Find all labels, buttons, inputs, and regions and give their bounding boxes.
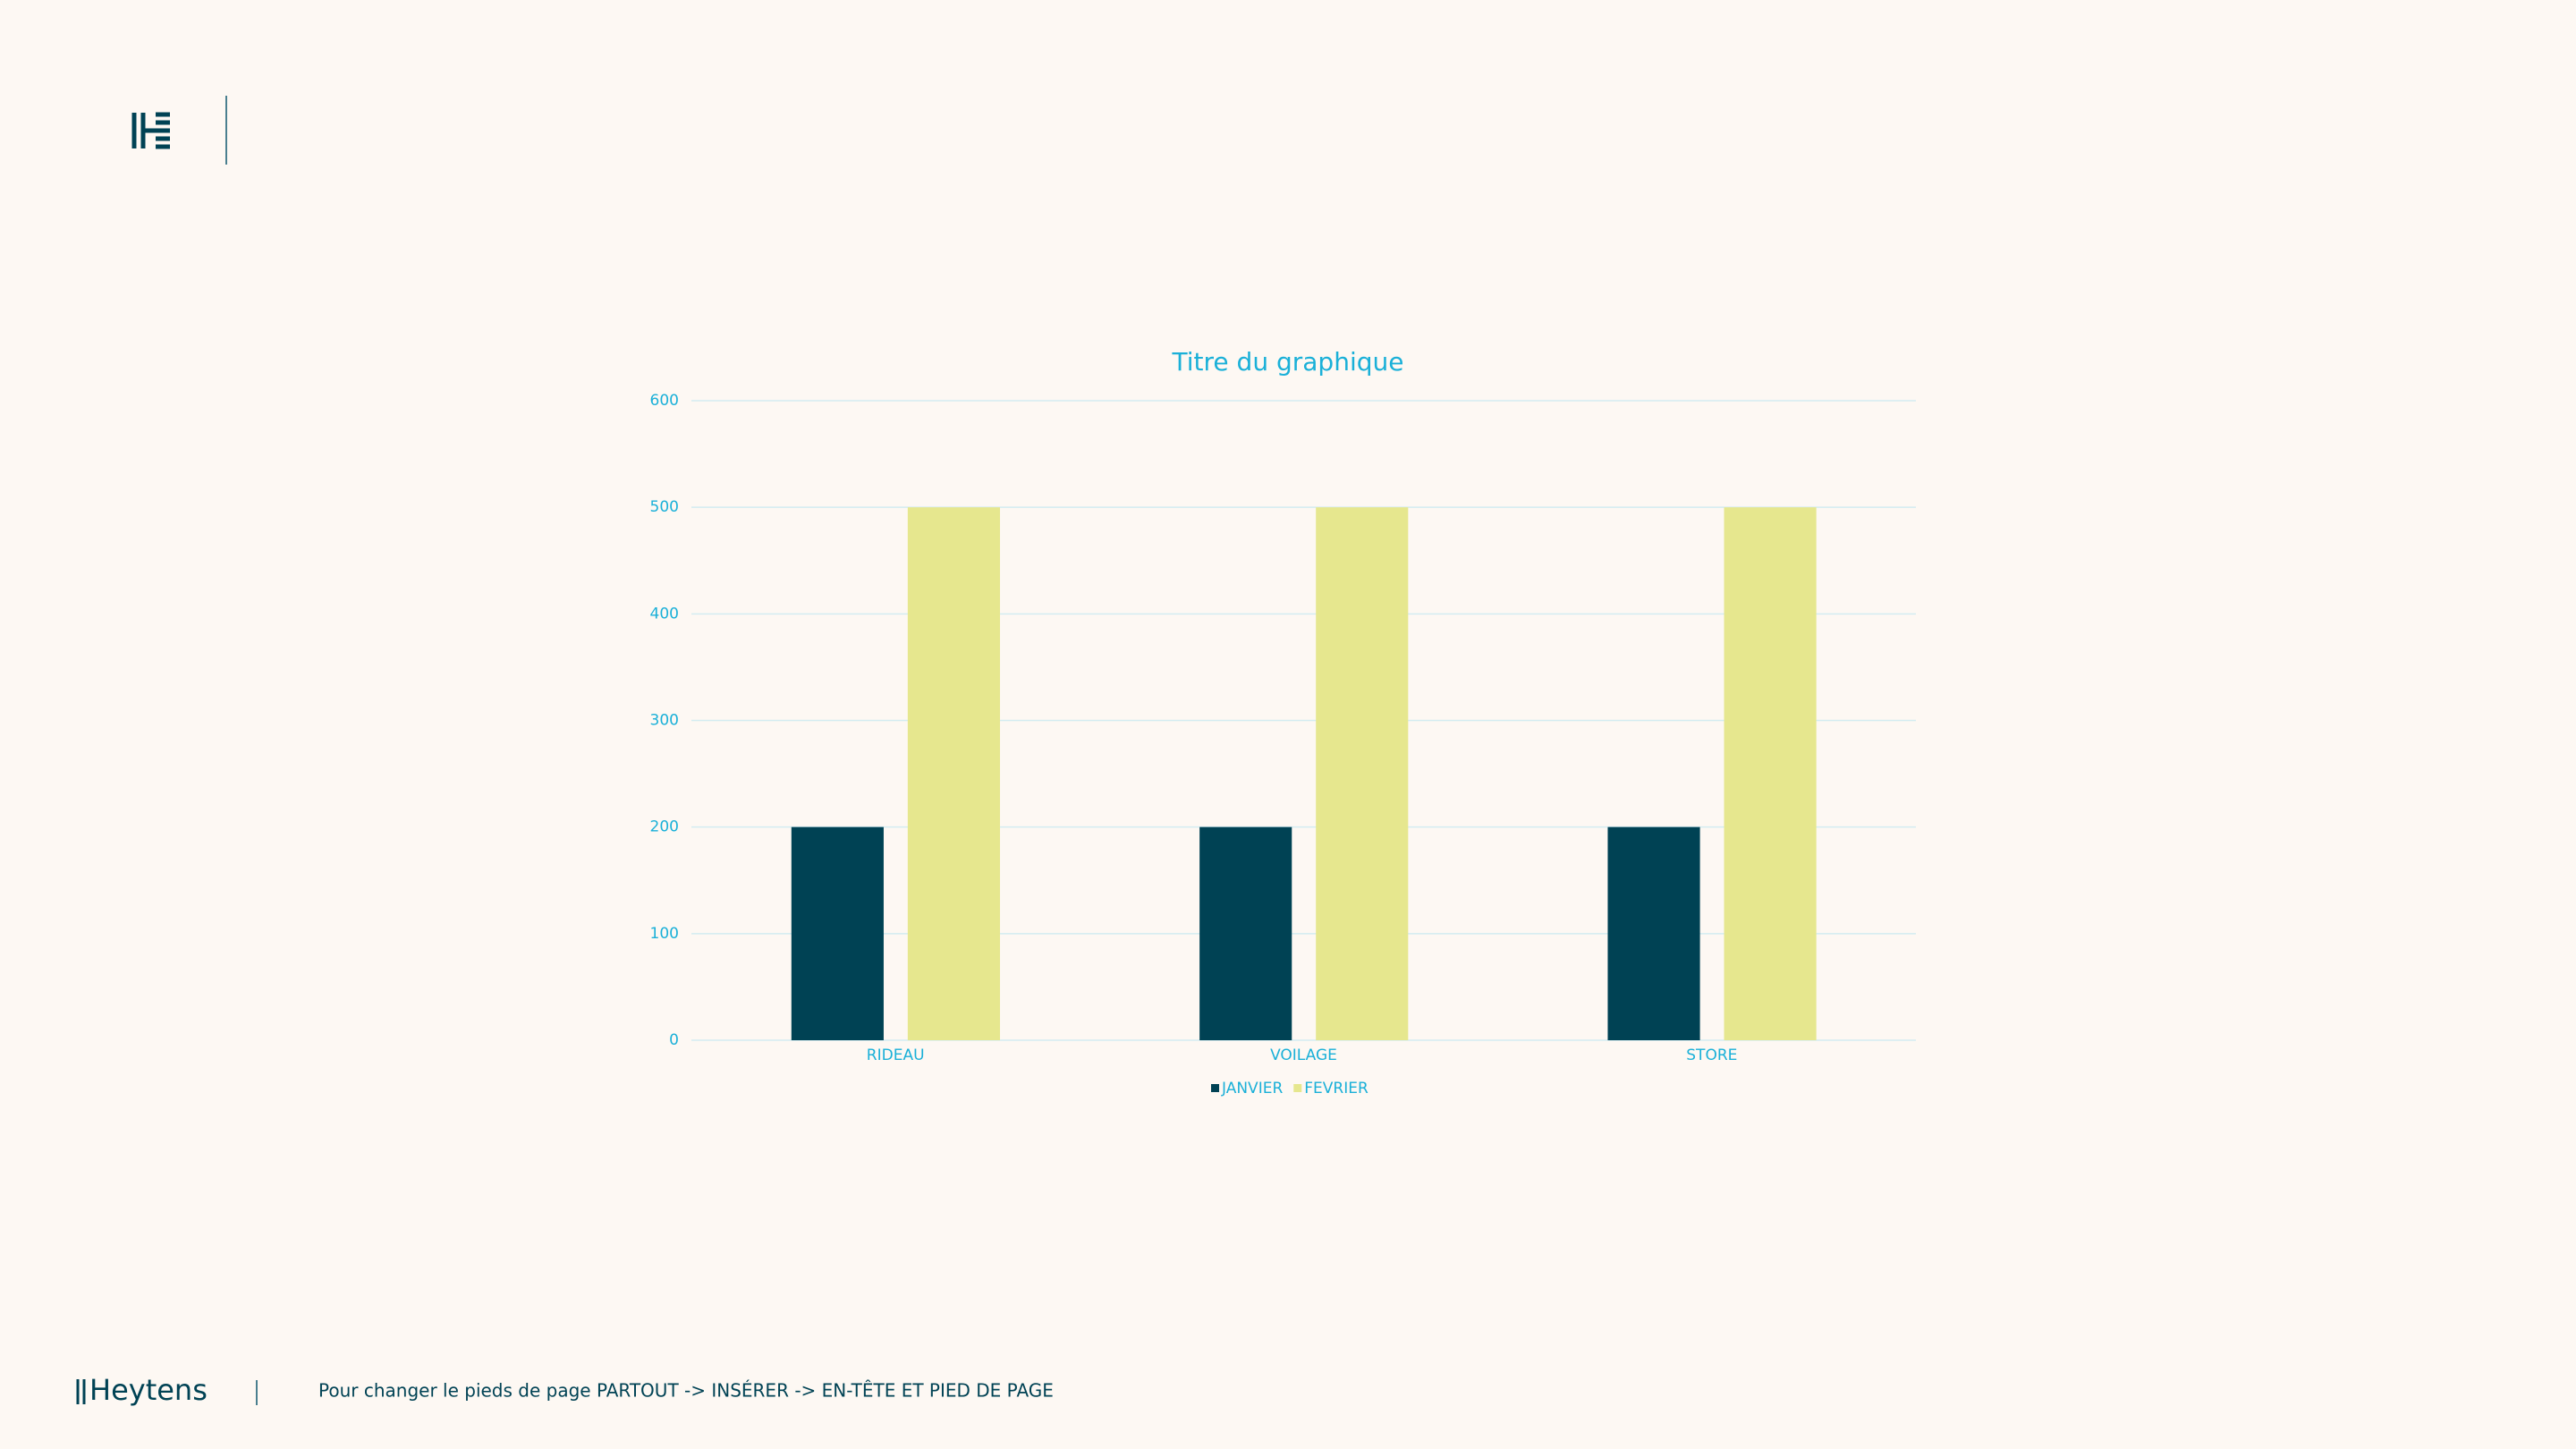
legend-swatch: [1211, 1084, 1219, 1092]
footer-text: Pour changer le pieds de page PARTOUT ->…: [318, 1380, 1054, 1402]
chart-title: Titre du graphique: [1172, 347, 1404, 377]
x-tick-label: STORE: [1686, 1046, 1737, 1064]
bar: [907, 507, 1000, 1040]
legend-label: JANVIER: [1221, 1080, 1283, 1097]
y-tick-label: 200: [650, 818, 679, 836]
y-tick-label: 100: [650, 925, 679, 943]
y-tick-label: 400: [650, 605, 679, 623]
bar: [1199, 826, 1292, 1040]
top-logo: [131, 112, 170, 149]
y-tick-label: 600: [650, 392, 679, 410]
y-tick-label: 0: [669, 1031, 679, 1049]
legend-label: FEVRIER: [1304, 1080, 1368, 1097]
bar: [791, 826, 884, 1040]
bar: [1316, 507, 1409, 1040]
y-tick-label: 500: [650, 498, 679, 516]
bar: [1607, 826, 1700, 1040]
y-tick-label: 300: [650, 712, 679, 730]
bar: [1724, 507, 1817, 1040]
legend-swatch: [1293, 1084, 1302, 1092]
x-tick-label: VOILAGE: [1270, 1046, 1337, 1064]
footer-brand: Heytens: [89, 1373, 208, 1407]
footer-logo: [76, 1379, 86, 1404]
x-tick-label: RIDEAU: [867, 1046, 925, 1064]
